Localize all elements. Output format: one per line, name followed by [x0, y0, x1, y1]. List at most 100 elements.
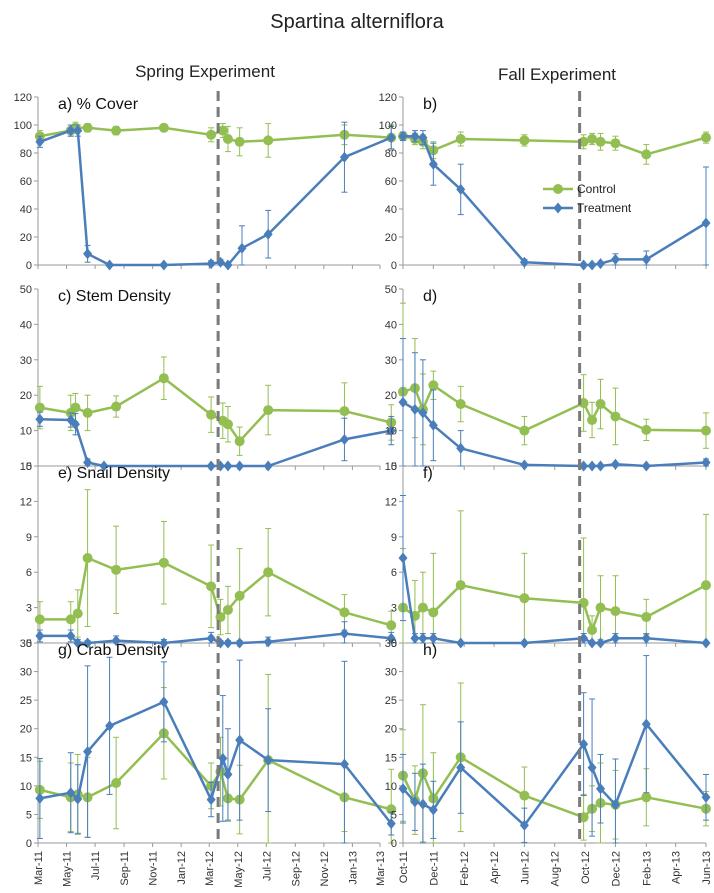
panel-f-treatment-point	[579, 632, 589, 644]
panel-g-treatment-point	[223, 768, 233, 780]
panel-f-y-tick-label: 6	[391, 567, 397, 579]
panel-c-treatment-point	[83, 456, 93, 468]
panel-b-treatment-point	[579, 259, 589, 271]
panel-d-treatment-point	[596, 460, 606, 472]
panel-h-x-tick-label: Oct-12	[580, 851, 592, 884]
panel-f-control-point	[417, 602, 428, 613]
panel-f-control-point	[610, 606, 621, 617]
spring-heading: Spring Experiment	[135, 62, 275, 81]
panel-g-x-tick-label: Jan-12	[176, 851, 188, 885]
panel-c-treatment-point	[223, 460, 233, 472]
panel-d-control-point	[428, 380, 439, 391]
panel-d-control-point	[641, 424, 652, 435]
panel-g-x-tick-label: Sep-12	[290, 851, 302, 886]
panel-a-control-point	[263, 135, 274, 146]
panel-g-treatment-point	[35, 792, 45, 804]
panel-h-x-tick-label: Feb-12	[459, 851, 471, 886]
panel-c-control-point	[70, 402, 81, 413]
panel-d-treatment-point	[456, 442, 466, 454]
panel-f-control-point	[595, 602, 606, 613]
panel-a-treatment-point	[35, 136, 45, 148]
panel-d-y-tick-label: 10	[385, 426, 397, 438]
panel-h-y-tick-label: 30	[385, 667, 397, 679]
panel-b-label: b)	[423, 96, 437, 113]
panel-h-treatment-point	[587, 762, 597, 774]
panel-e-control-point	[34, 614, 45, 625]
panel-c-treatment-point	[235, 460, 245, 472]
panel-f-treatment-point	[519, 637, 529, 649]
panel-a-treatment-point	[263, 228, 273, 240]
panel-e-y-tick-label: 0	[26, 638, 32, 650]
panel-d-control-point	[595, 399, 606, 410]
panel-b-y-tick-label: 120	[379, 92, 397, 104]
panel-e-treatment-point	[73, 637, 83, 649]
panel-d-treatment-point	[579, 460, 589, 472]
panel-b-treatment-point	[428, 158, 438, 170]
panel-h-treatment-point	[610, 799, 620, 811]
panel-h-x-tick-label: Jun-12	[519, 851, 531, 885]
fall-heading: Fall Experiment	[498, 65, 616, 84]
panel-a-control-point	[82, 122, 93, 133]
panel-h-treatment-point	[418, 798, 428, 810]
panel-g-treatment-point	[339, 758, 349, 770]
panel-c-treatment-point	[99, 460, 109, 472]
panel-d-control-point	[701, 425, 711, 436]
panel-g-x-tick-label: Sep-11	[119, 851, 131, 886]
panel-b-y-tick-label: 100	[379, 120, 397, 132]
panel-c-treatment-point	[35, 413, 45, 425]
legend-treatment-label: Treatment	[577, 201, 632, 215]
panel-h-treatment-point	[428, 804, 438, 816]
panel-d-y-tick-label: 0	[391, 461, 397, 473]
panel-c-treatment-line	[39, 418, 392, 468]
panel-c-y-tick-label: 10	[20, 426, 32, 438]
panel-e-treatment-point	[339, 628, 349, 640]
panel-d-y-tick-label: 30	[385, 355, 397, 367]
panel-f-y-tick-label: 15	[385, 461, 397, 473]
panel-a-control-point	[206, 129, 217, 140]
panel-h-y-tick-label: 35	[385, 638, 397, 650]
panel-h-treatment-point	[456, 762, 466, 774]
panel-f-control-point	[455, 580, 466, 591]
panel-d-treatment-point	[519, 459, 529, 471]
panel-f-treatment-point	[701, 637, 711, 649]
panel-a-treatment-point	[105, 259, 115, 271]
panel-f-control-point	[641, 612, 652, 623]
panel-d-control-point	[587, 414, 598, 425]
panel-a-treatment-point	[223, 259, 233, 271]
panel-b-treatment-point	[641, 253, 651, 265]
panel-e-treatment-point	[159, 637, 169, 649]
panel-d-y-tick-label: 20	[385, 390, 397, 402]
panel-d-control-point	[610, 411, 621, 422]
panel-h-treatment-point	[596, 783, 606, 795]
panel-d-y-tick-label: 40	[385, 319, 397, 331]
panel-g-x-tick-label: Nov-11	[148, 851, 160, 886]
panel-g-treatment-point	[235, 734, 245, 746]
panel-e-y-tick-label: 9	[26, 532, 32, 544]
panel-f-treatment-point	[587, 637, 597, 649]
panel-f-control-point	[701, 580, 711, 591]
panel-g-treatment-point	[73, 793, 83, 805]
panel-c-y-tick-label: 0	[26, 461, 32, 473]
panel-e-control-line	[39, 556, 392, 627]
panel-a-control-point	[158, 122, 169, 133]
panel-d-label: d)	[423, 288, 437, 305]
legend-treatment-marker	[553, 202, 563, 214]
panel-c-y-tick-label: 40	[20, 319, 32, 331]
panel-e-control-point	[263, 567, 274, 578]
panel-b-treatment-point	[587, 259, 597, 271]
panel-h-x-tick-label: Oct-11	[398, 851, 410, 883]
panel-e-control-point	[222, 604, 233, 615]
panel-e-treatment-point	[35, 630, 45, 642]
panel-e-control-point	[65, 614, 76, 625]
panel-a-y-tick-label: 120	[14, 92, 32, 104]
panel-e-label: e) Snail Density	[58, 465, 170, 482]
panel-a-treatment-point	[206, 258, 216, 270]
panel-h-control-point	[519, 790, 530, 801]
panel-g-x-tick-label: May-12	[233, 851, 245, 888]
panel-f-y-tick-label: 9	[391, 532, 397, 544]
panel-h-treatment-point	[398, 783, 408, 795]
panel-h-y-tick-label: 20	[385, 724, 397, 736]
panel-g-y-tick-label: 20	[20, 724, 32, 736]
panel-d-control-point	[455, 399, 466, 410]
panel-g-x-tick-label: Jan-13	[347, 851, 359, 885]
